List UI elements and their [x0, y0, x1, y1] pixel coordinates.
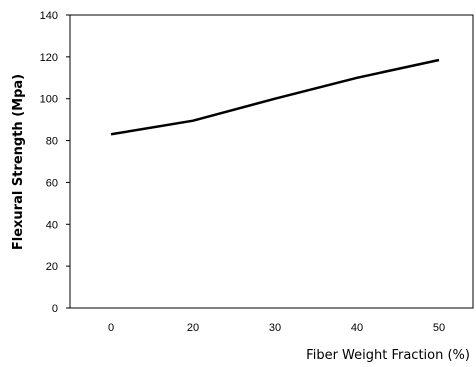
y-tick-label: 40	[46, 219, 58, 231]
x-tick-label: 0	[108, 322, 114, 334]
series-layer	[110, 58, 440, 136]
y-tick-label: 120	[40, 52, 58, 64]
x-tick-label: 50	[433, 322, 445, 334]
y-tick-label: 60	[46, 177, 58, 189]
x-axis-ticks: 0 20 30 40 50	[108, 322, 445, 334]
y-axis-title: Flexural Strength (Mpa)	[11, 74, 26, 250]
x-tick-label: 20	[187, 322, 199, 334]
x-axis-title: Fiber Weight Fraction (%)	[306, 348, 470, 363]
plot-area-frame	[69, 14, 474, 309]
y-tick-label: 140	[40, 10, 58, 22]
series-line-0	[110, 58, 440, 136]
y-tick-label: 80	[46, 136, 58, 148]
y-axis-ticks: 0 20 40 60 80 100 120 140	[40, 10, 70, 315]
y-tick-label: 20	[46, 261, 58, 273]
y-tick-label: 0	[52, 303, 58, 315]
y-tick-label: 100	[40, 94, 58, 106]
x-tick-label: 30	[269, 322, 281, 334]
x-tick-label: 40	[351, 322, 363, 334]
